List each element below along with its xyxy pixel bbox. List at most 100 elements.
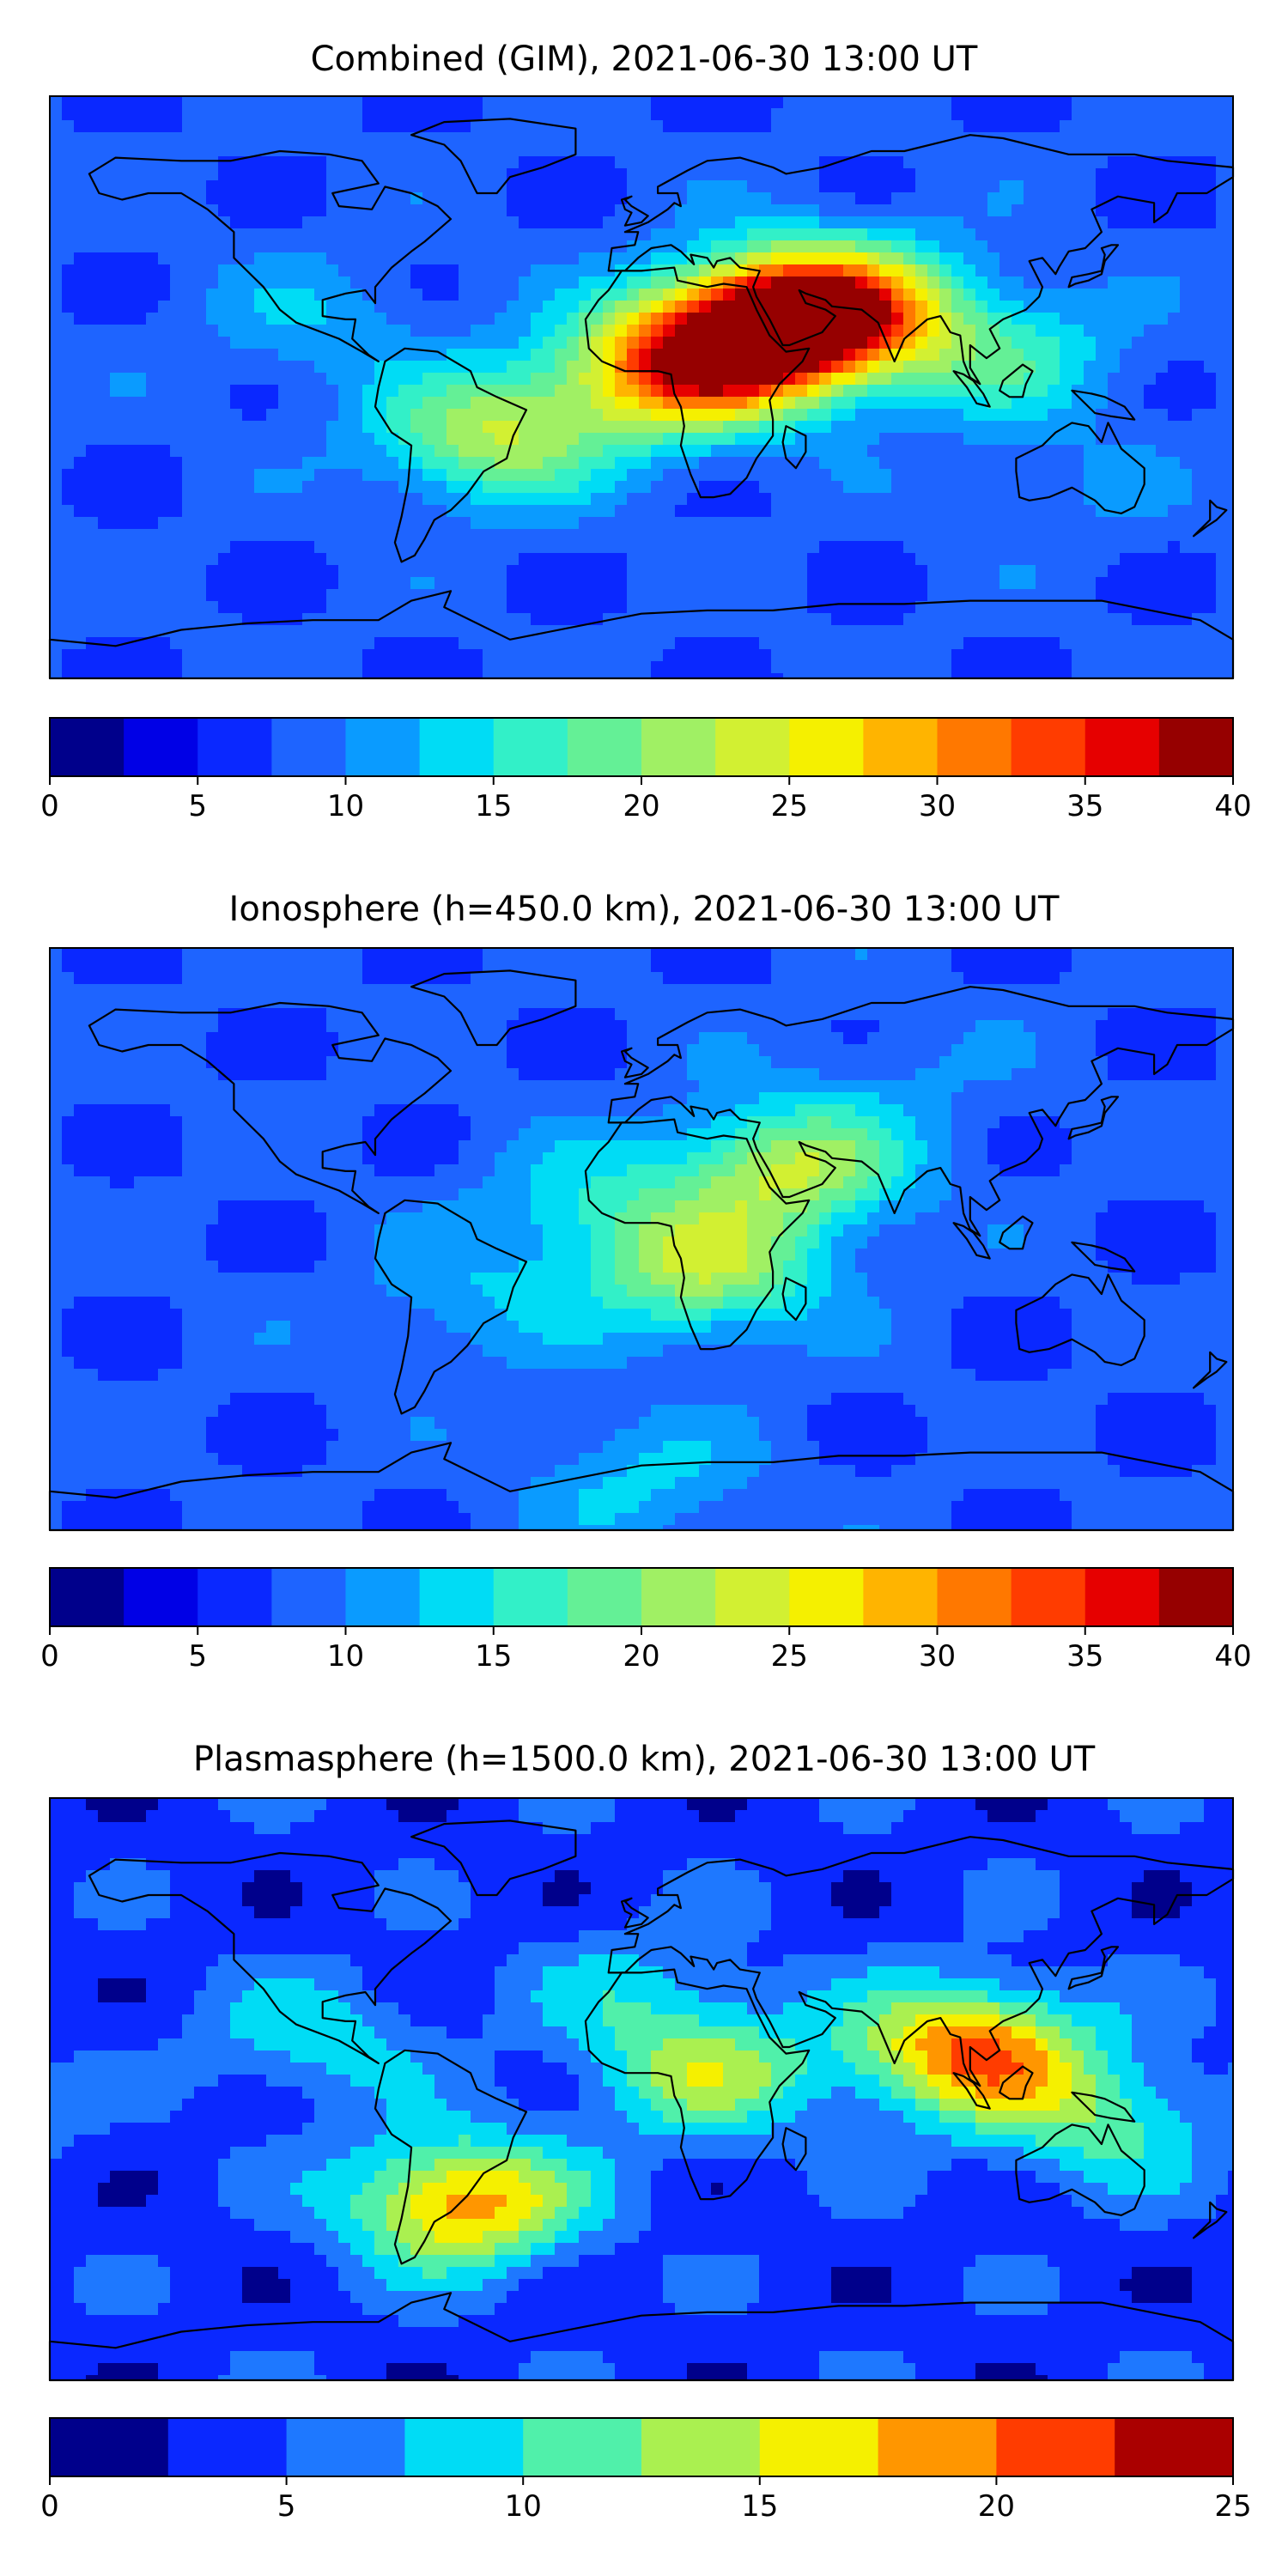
tec-cell bbox=[843, 204, 856, 217]
tec-cell bbox=[422, 144, 435, 157]
tec-cell bbox=[1180, 108, 1193, 121]
tec-cell bbox=[338, 517, 351, 530]
tec-cell bbox=[170, 529, 183, 542]
tec-cell bbox=[1180, 144, 1193, 157]
tec-cell bbox=[158, 313, 171, 325]
tec-cell bbox=[218, 565, 231, 578]
tec-cell bbox=[242, 445, 255, 458]
tec-cell bbox=[134, 529, 147, 542]
tec-cell bbox=[855, 276, 868, 289]
tec-cell bbox=[230, 637, 243, 650]
tec-cell bbox=[507, 469, 519, 482]
tec-cell bbox=[1180, 589, 1193, 602]
tec-cell bbox=[735, 144, 748, 157]
tec-cell bbox=[1132, 349, 1145, 361]
tec-cell bbox=[398, 325, 411, 337]
tec-cell bbox=[519, 349, 532, 361]
tec-cell bbox=[843, 493, 856, 506]
tec-cell bbox=[254, 601, 267, 614]
tec-cell bbox=[242, 120, 255, 133]
tec-cell bbox=[819, 313, 832, 325]
tec-cell bbox=[903, 409, 916, 422]
tec-cell bbox=[422, 180, 435, 193]
tec-cell bbox=[50, 529, 63, 542]
tec-cell bbox=[74, 457, 87, 470]
tec-cell bbox=[543, 661, 556, 674]
tec-cell bbox=[218, 625, 231, 638]
tec-cell bbox=[170, 469, 183, 482]
tec-cell bbox=[819, 96, 832, 109]
tec-cell bbox=[434, 337, 447, 349]
tec-cell bbox=[675, 252, 688, 265]
tec-cell bbox=[1228, 661, 1234, 674]
tec-cell bbox=[831, 948, 844, 961]
tec-cell bbox=[1132, 276, 1145, 289]
tec-cell bbox=[1180, 625, 1193, 638]
tec-cell bbox=[1108, 553, 1121, 566]
tec-cell bbox=[254, 373, 267, 386]
tec-cell bbox=[1144, 301, 1157, 313]
tec-cell bbox=[783, 156, 796, 169]
tec-cell bbox=[651, 505, 664, 518]
tec-cell bbox=[771, 625, 784, 638]
tec-cell bbox=[50, 469, 63, 482]
tec-cell bbox=[350, 565, 363, 578]
tec-cell bbox=[531, 421, 544, 434]
tec-cell bbox=[723, 192, 736, 205]
tec-cell bbox=[807, 409, 820, 422]
tec-cell bbox=[230, 264, 243, 277]
tec-cell bbox=[1216, 108, 1229, 121]
tec-cell bbox=[771, 673, 784, 679]
tec-cell bbox=[867, 948, 880, 961]
tec-cell bbox=[62, 264, 75, 277]
tec-cell bbox=[483, 264, 495, 277]
tec-cell bbox=[422, 168, 435, 181]
tec-cell bbox=[1156, 625, 1169, 638]
tec-cell bbox=[1108, 445, 1121, 458]
tec-cell bbox=[963, 96, 976, 109]
tec-cell bbox=[447, 505, 459, 518]
tec-cell bbox=[855, 301, 868, 313]
tec-cell bbox=[603, 493, 616, 506]
tec-cell bbox=[206, 180, 219, 193]
tec-cell bbox=[819, 565, 832, 578]
tec-cell bbox=[483, 541, 495, 554]
tec-cell bbox=[615, 409, 628, 422]
tec-cell bbox=[735, 192, 748, 205]
tec-cell bbox=[218, 589, 231, 602]
tec-cell bbox=[230, 144, 243, 157]
tec-cell bbox=[867, 216, 880, 229]
tec-cell bbox=[1216, 445, 1229, 458]
tec-cell bbox=[206, 948, 219, 961]
tec-cell bbox=[422, 505, 435, 518]
tec-cell bbox=[999, 637, 1012, 650]
tec-cell bbox=[1228, 120, 1234, 133]
tec-cell bbox=[326, 433, 339, 446]
tec-cell bbox=[386, 649, 399, 662]
tec-cell bbox=[819, 409, 832, 422]
tec-cell bbox=[1204, 289, 1217, 301]
tec-cell bbox=[819, 144, 832, 157]
tec-cell bbox=[963, 156, 976, 169]
tec-cell bbox=[122, 565, 135, 578]
tec-cell bbox=[1204, 433, 1217, 446]
tec-cell bbox=[350, 505, 363, 518]
tec-cell bbox=[663, 276, 676, 289]
tec-cell bbox=[1084, 481, 1097, 494]
tec-cell bbox=[939, 481, 952, 494]
tec-cell bbox=[218, 264, 231, 277]
tec-cell bbox=[807, 108, 820, 121]
tec-cell bbox=[471, 192, 483, 205]
tec-cell bbox=[182, 505, 195, 518]
tec-cell bbox=[254, 301, 267, 313]
tec-cell bbox=[963, 276, 976, 289]
tec-cell bbox=[627, 337, 640, 349]
tec-cell bbox=[158, 168, 171, 181]
tec-cell bbox=[459, 601, 471, 614]
tec-cell bbox=[326, 96, 339, 109]
tec-cell bbox=[1072, 589, 1084, 602]
tec-cell bbox=[507, 325, 519, 337]
tec-cell bbox=[1144, 541, 1157, 554]
tec-cell bbox=[74, 240, 87, 253]
tec-cell bbox=[915, 541, 928, 554]
